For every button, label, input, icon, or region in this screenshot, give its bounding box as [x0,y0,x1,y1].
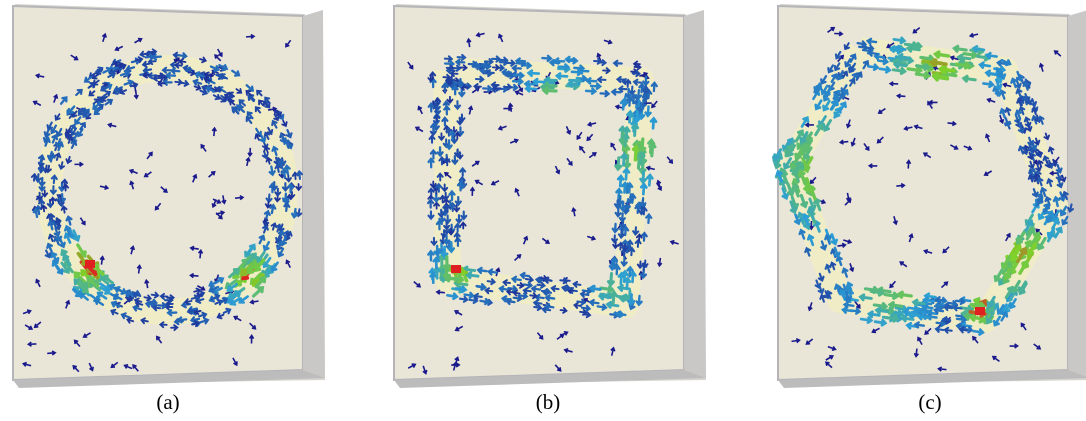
panel-b [386,0,716,395]
field-peak-marker [451,265,461,273]
field-peak-marker [85,260,95,268]
field-plot-b [393,4,706,388]
panel-c [770,0,1086,395]
caption-a: (a) [156,390,180,414]
field-plot-c [772,4,1086,388]
ring-trace [36,55,298,325]
caption-c: (c) [918,390,942,414]
field-vectors [21,32,304,373]
field-vectors [407,32,679,375]
field-vectors [772,26,1075,372]
field-peak-marker [975,307,985,315]
panel-a [5,0,335,395]
caption-b: (b) [535,390,561,414]
field-plot-a [12,4,325,388]
